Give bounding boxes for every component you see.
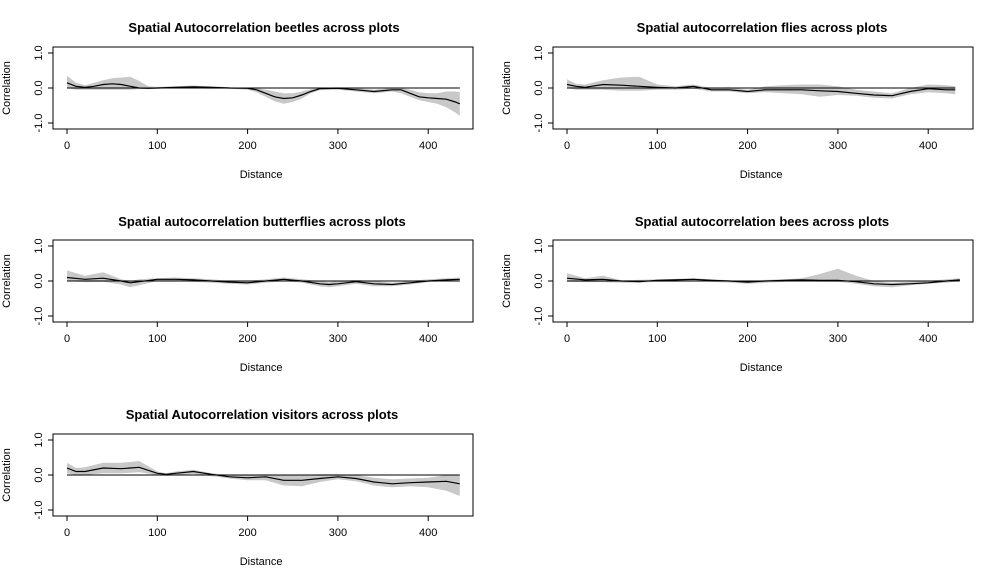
x-axis-label: Distance	[240, 556, 283, 568]
chart-panel-2: Spatial autocorrelation flies across plo…	[501, 20, 974, 181]
x-axis-label: Distance	[740, 362, 783, 374]
x-tick-label: 200	[238, 527, 256, 539]
x-tick-label: 200	[738, 333, 756, 345]
x-tick-label: 100	[648, 140, 666, 152]
x-tick-label: 100	[148, 527, 166, 539]
chart-title: Spatial autocorrelation bees across plot…	[635, 214, 889, 229]
x-tick-label: 100	[148, 140, 166, 152]
chart-panel-5: Spatial Autocorrelation visitors across …	[1, 407, 474, 568]
x-axis-label: Distance	[240, 169, 283, 181]
x-tick-label: 400	[419, 527, 437, 539]
x-tick-label: 0	[564, 140, 570, 152]
correlogram-line	[566, 277, 960, 286]
chart-panel-1: Spatial Autocorrelation beetles across p…	[1, 20, 474, 181]
chart-title: Spatial autocorrelation flies across plo…	[637, 20, 888, 35]
y-axis-label: Correlation	[501, 61, 513, 115]
x-tick-label: 400	[919, 333, 937, 345]
y-tick-label: -1.0	[33, 307, 45, 326]
x-tick-label: 100	[148, 333, 166, 345]
x-tick-label: 100	[648, 333, 666, 345]
x-tick-label: 300	[829, 140, 847, 152]
chart-panel-4: Spatial autocorrelation bees across plot…	[501, 214, 974, 374]
y-axis-label: Correlation	[1, 448, 13, 502]
y-tick-label: 1.0	[33, 45, 45, 60]
y-axis-label: Correlation	[1, 254, 13, 308]
y-axis-label: Correlation	[1, 61, 13, 115]
y-tick-label: 1.0	[533, 45, 545, 60]
correlogram-line	[66, 466, 460, 485]
x-tick-label: 400	[919, 140, 937, 152]
y-tick-label: 1.0	[33, 432, 45, 447]
x-tick-label: 0	[64, 527, 70, 539]
y-tick-label: 0.0	[33, 273, 45, 288]
y-tick-label: -1.0	[533, 307, 545, 326]
y-tick-label: 0.0	[533, 273, 545, 288]
x-tick-label: 400	[419, 333, 437, 345]
chart-title: Spatial Autocorrelation visitors across …	[126, 407, 399, 422]
y-tick-label: 1.0	[533, 238, 545, 253]
x-tick-label: 0	[64, 140, 70, 152]
x-tick-label: 200	[238, 333, 256, 345]
correlogram-line	[66, 276, 460, 286]
y-tick-label: 1.0	[33, 238, 45, 253]
x-tick-label: 400	[419, 140, 437, 152]
x-axis-label: Distance	[240, 362, 283, 374]
y-tick-label: -1.0	[33, 114, 45, 133]
x-tick-label: 200	[738, 140, 756, 152]
confidence-band	[67, 75, 460, 116]
x-tick-label: 0	[564, 333, 570, 345]
x-tick-label: 300	[329, 527, 347, 539]
correlogram-line	[566, 83, 956, 97]
y-tick-label: 0.0	[533, 80, 545, 95]
x-tick-label: 300	[829, 333, 847, 345]
x-axis-label: Distance	[740, 169, 783, 181]
x-tick-label: 300	[329, 140, 347, 152]
y-tick-label: 0.0	[33, 467, 45, 482]
y-tick-label: -1.0	[533, 114, 545, 133]
x-tick-label: 300	[329, 333, 347, 345]
confidence-band	[67, 461, 460, 496]
chart-panel-3: Spatial autocorrelation butterflies acro…	[1, 214, 474, 374]
confidence-band	[67, 270, 460, 288]
correlogram-line	[66, 82, 461, 105]
x-tick-label: 0	[64, 333, 70, 345]
y-axis-label: Correlation	[501, 254, 513, 308]
y-tick-label: 0.0	[33, 80, 45, 95]
x-tick-label: 200	[238, 140, 256, 152]
chart-title: Spatial autocorrelation butterflies acro…	[118, 214, 406, 229]
y-tick-label: -1.0	[33, 501, 45, 520]
chart-title: Spatial Autocorrelation beetles across p…	[128, 20, 399, 35]
